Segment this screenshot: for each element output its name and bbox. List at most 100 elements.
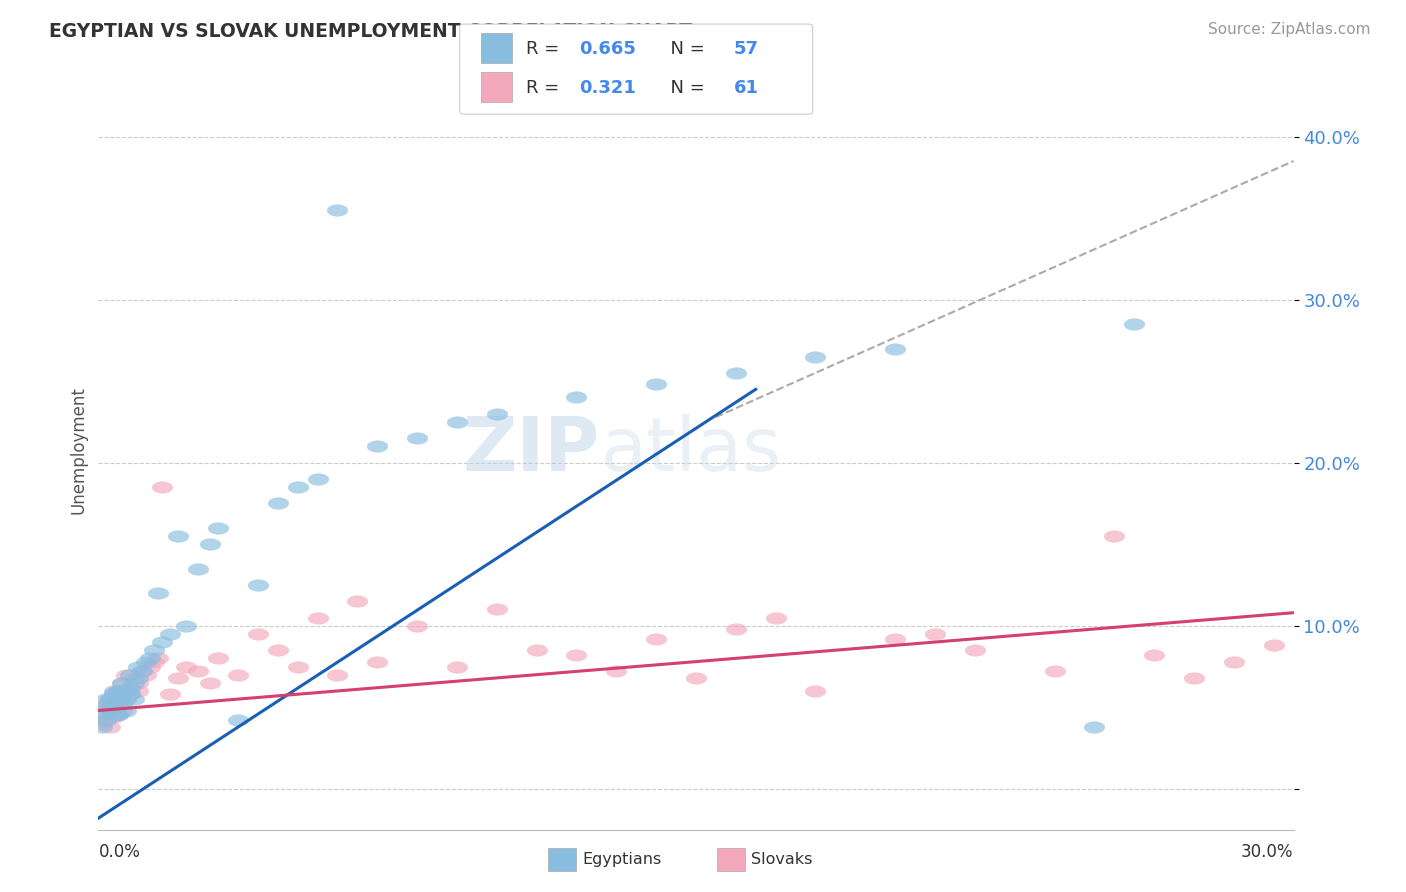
Point — [120, 687, 142, 701]
Point — [98, 704, 122, 718]
Point — [115, 667, 138, 681]
Text: 61: 61 — [734, 78, 759, 96]
Text: EGYPTIAN VS SLOVAK UNEMPLOYMENT CORRELATION CHART: EGYPTIAN VS SLOVAK UNEMPLOYMENT CORRELAT… — [49, 22, 692, 41]
Point — [226, 667, 249, 681]
Point — [174, 619, 197, 633]
Point — [307, 610, 329, 624]
Point — [91, 716, 114, 731]
Point — [346, 594, 368, 608]
Point — [366, 439, 388, 453]
Point — [765, 610, 787, 624]
Point — [107, 700, 129, 714]
Point — [127, 671, 149, 685]
Point — [107, 706, 129, 721]
Point — [1263, 638, 1285, 652]
Point — [246, 578, 269, 592]
Point — [96, 700, 118, 714]
Point — [103, 687, 125, 701]
Point — [645, 632, 668, 646]
Point — [485, 407, 508, 421]
Point — [159, 627, 181, 641]
Point — [724, 622, 747, 636]
Text: R =: R = — [526, 39, 565, 57]
Point — [127, 684, 149, 698]
Point — [485, 602, 508, 616]
Point — [924, 627, 946, 641]
Point — [115, 692, 138, 706]
Point — [98, 720, 122, 734]
Point — [143, 655, 166, 669]
Point — [685, 671, 707, 685]
Point — [167, 529, 190, 543]
Point — [139, 659, 162, 673]
Point — [111, 704, 134, 718]
Point — [1223, 655, 1246, 669]
Point — [143, 643, 166, 657]
Point — [127, 675, 149, 690]
Point — [124, 692, 146, 706]
Point — [526, 643, 548, 657]
Point — [1143, 648, 1166, 662]
Point — [326, 202, 349, 217]
Y-axis label: Unemployment: Unemployment — [69, 386, 87, 515]
Point — [187, 562, 209, 576]
Point — [115, 704, 138, 718]
Text: N =: N = — [659, 39, 711, 57]
Point — [187, 665, 209, 679]
Point — [963, 643, 986, 657]
Point — [98, 692, 122, 706]
Point — [107, 708, 129, 723]
Point — [96, 697, 118, 711]
Point — [120, 687, 142, 701]
Point — [98, 697, 122, 711]
Point — [226, 714, 249, 728]
Point — [96, 714, 118, 728]
Text: atlas: atlas — [600, 414, 782, 487]
Text: Slovaks: Slovaks — [751, 853, 813, 867]
Point — [111, 675, 134, 690]
Point — [884, 342, 907, 356]
Point — [107, 697, 129, 711]
Text: 0.665: 0.665 — [579, 39, 636, 57]
Point — [103, 708, 125, 723]
Text: ZIP: ZIP — [463, 414, 600, 487]
Point — [287, 659, 309, 673]
Point — [804, 350, 827, 364]
Point — [884, 632, 907, 646]
Point — [1104, 529, 1126, 543]
Point — [446, 659, 468, 673]
Point — [107, 692, 129, 706]
Point — [446, 415, 468, 429]
Point — [246, 627, 269, 641]
Point — [115, 684, 138, 698]
Point — [111, 697, 134, 711]
Point — [91, 708, 114, 723]
Point — [115, 692, 138, 706]
Point — [131, 665, 153, 679]
Point — [96, 714, 118, 728]
Point — [565, 391, 588, 405]
Point — [198, 675, 221, 690]
Text: N =: N = — [659, 78, 711, 96]
Text: Egyptians: Egyptians — [582, 853, 661, 867]
Point — [150, 635, 173, 649]
Text: 0.321: 0.321 — [579, 78, 636, 96]
Text: 0.0%: 0.0% — [98, 843, 141, 861]
Point — [724, 366, 747, 380]
Point — [1182, 671, 1205, 685]
Point — [103, 710, 125, 724]
Point — [174, 659, 197, 673]
Point — [804, 684, 827, 698]
Point — [91, 704, 114, 718]
Point — [107, 684, 129, 698]
Point — [1043, 665, 1066, 679]
Point — [605, 665, 627, 679]
Point — [120, 681, 142, 695]
Point — [267, 496, 290, 510]
Point — [366, 655, 388, 669]
Point — [91, 720, 114, 734]
Point — [207, 521, 229, 535]
Text: R =: R = — [526, 78, 565, 96]
Point — [406, 619, 429, 633]
Point — [198, 537, 221, 551]
